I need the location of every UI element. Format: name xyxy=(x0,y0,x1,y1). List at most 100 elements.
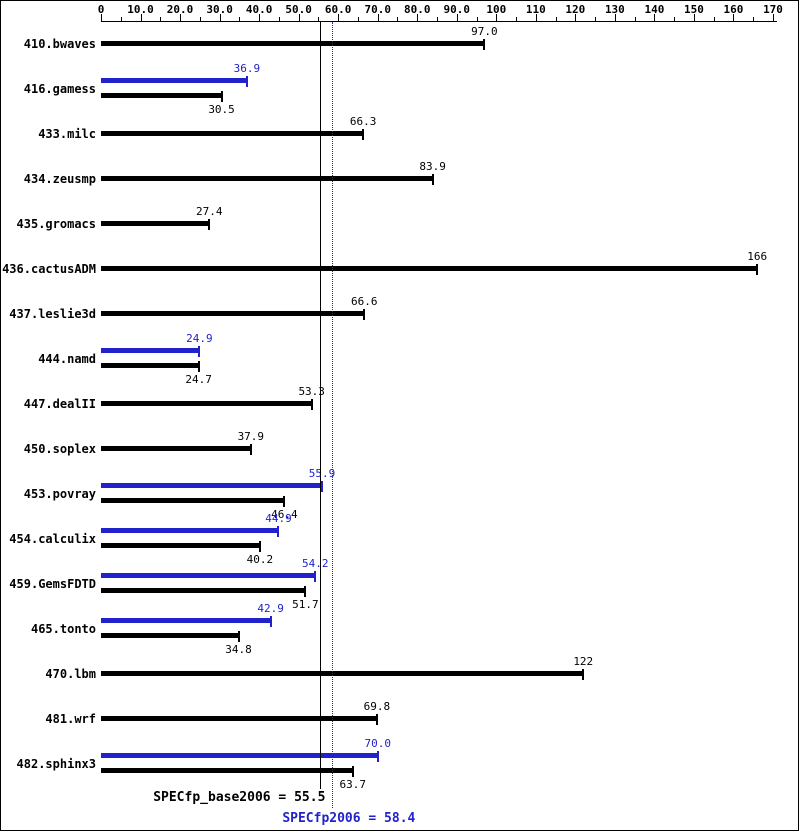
axis-tick-label: 170 xyxy=(763,3,783,16)
axis-tick-major xyxy=(575,14,577,21)
base-bar xyxy=(101,498,285,503)
axis-tick-major xyxy=(456,14,458,21)
base-bar xyxy=(101,41,485,46)
axis-tick-label: 90.0 xyxy=(443,3,471,16)
base-value-label: 30.5 xyxy=(208,103,235,116)
axis-tick-minor xyxy=(318,17,320,21)
axis-tick-label: 140 xyxy=(644,3,665,16)
base-value-label: 34.8 xyxy=(225,643,252,656)
benchmark-label: 444.namd xyxy=(38,352,96,366)
peak-value-label: 44.9 xyxy=(265,512,292,525)
axis-tick-label: 150 xyxy=(684,3,704,16)
axis-tick-minor xyxy=(160,17,162,21)
benchmark-label: 482.sphinx3 xyxy=(16,757,96,771)
base-value-label: 51.7 xyxy=(292,598,319,611)
base-bar-end-cap xyxy=(362,129,365,140)
axis-tick-major xyxy=(140,14,142,21)
axis-tick-minor xyxy=(476,17,478,21)
axis-tick-label: 40.0 xyxy=(245,3,273,16)
benchmark-label: 433.milc xyxy=(38,127,96,141)
axis-tick-minor xyxy=(357,17,359,21)
benchmark-label: 481.wrf xyxy=(45,712,96,726)
peak-value-label: 55.9 xyxy=(308,467,336,480)
axis-tick-major xyxy=(259,14,261,21)
peak-bar-end-cap xyxy=(314,571,317,582)
axis-tick-minor xyxy=(437,17,438,21)
base-value-label: 53.3 xyxy=(298,385,325,398)
benchmark-label: 450.soplex xyxy=(23,442,96,456)
peak-bar xyxy=(101,618,271,623)
axis-tick-major xyxy=(654,14,656,21)
peak-bar-end-cap xyxy=(269,616,272,627)
peak-value-label: 36.9 xyxy=(233,62,261,75)
axis-tick-minor xyxy=(278,17,280,21)
base-bar-end-cap xyxy=(483,39,486,50)
axis-tick-major xyxy=(417,14,419,21)
axis-tick-label: 80.0 xyxy=(403,3,431,16)
benchmark-label: 410.bwaves xyxy=(23,37,96,51)
axis-tick-minor xyxy=(595,17,597,21)
axis-tick-minor xyxy=(397,17,399,21)
axis-tick-minor xyxy=(634,17,636,21)
axis-tick-minor xyxy=(516,17,518,21)
benchmark-label: 437.leslie3d xyxy=(9,307,96,321)
axis-tick-major xyxy=(535,14,537,21)
axis-tick-label: 50.0 xyxy=(285,3,312,16)
base-bar xyxy=(101,633,239,638)
benchmark-label: 434.zeusmp xyxy=(23,172,96,186)
peak-bar-end-cap xyxy=(376,751,379,762)
axis-tick-minor xyxy=(120,17,122,21)
base-value-label: 46.4 xyxy=(271,508,298,521)
base-bar xyxy=(101,768,353,773)
axis-tick-minor xyxy=(713,17,715,21)
base-value-label: 66.6 xyxy=(351,295,378,308)
base-bar-end-cap xyxy=(582,669,585,680)
axis-tick-label: 10.0 xyxy=(127,3,154,16)
benchmark-label: 435.gromacs xyxy=(16,217,96,231)
peak-bar xyxy=(101,483,322,488)
base-bar xyxy=(101,363,199,368)
base-bar-end-cap xyxy=(220,91,223,102)
axis-tick-minor xyxy=(239,17,241,21)
base-value-label: 27.4 xyxy=(196,205,223,218)
benchmark-label: 416.gamess xyxy=(23,82,96,96)
base-bar-end-cap xyxy=(237,631,240,642)
base-bar xyxy=(101,446,251,451)
base-mean-line xyxy=(320,21,322,789)
x-axis-line xyxy=(101,21,777,22)
base-bar xyxy=(101,543,260,548)
peak-value-label: 70.0 xyxy=(364,737,391,750)
base-bar-end-cap xyxy=(756,264,759,275)
axis-tick-major xyxy=(338,14,340,21)
peak-value-label: 24.9 xyxy=(186,332,213,345)
axis-tick-label: 160 xyxy=(723,3,744,16)
axis-tick-major xyxy=(101,14,102,21)
axis-tick-minor xyxy=(674,17,676,21)
peak-bar-end-cap xyxy=(198,346,201,357)
peak-bar xyxy=(101,348,200,353)
axis-tick-major xyxy=(693,14,695,21)
base-bar-end-cap xyxy=(249,444,252,455)
base-value-label: 97.0 xyxy=(471,25,498,38)
base-bar-end-cap xyxy=(283,496,286,507)
axis-tick-label: 30.0 xyxy=(206,3,233,16)
base-bar-end-cap xyxy=(197,361,200,372)
benchmark-label: 454.calculix xyxy=(9,532,96,546)
axis-tick-major xyxy=(614,14,616,21)
base-bar xyxy=(101,401,312,406)
base-bar xyxy=(101,671,584,676)
base-value-label: 63.7 xyxy=(339,778,367,791)
peak-bar-end-cap xyxy=(245,76,248,87)
axis-tick-label: 60.0 xyxy=(324,3,352,16)
base-bar-end-cap xyxy=(375,714,378,725)
base-value-label: 83.9 xyxy=(419,160,446,173)
axis-tick-label: 100 xyxy=(486,3,507,16)
axis-tick-minor xyxy=(753,17,755,21)
base-bar-end-cap xyxy=(304,586,307,597)
base-bar xyxy=(101,93,222,98)
benchmark-label: 447.dealII xyxy=(23,397,96,411)
axis-tick-label: 120 xyxy=(565,3,586,16)
peak-bar xyxy=(101,78,247,83)
axis-tick-label: 110 xyxy=(525,3,546,16)
axis-tick-minor xyxy=(199,17,201,21)
